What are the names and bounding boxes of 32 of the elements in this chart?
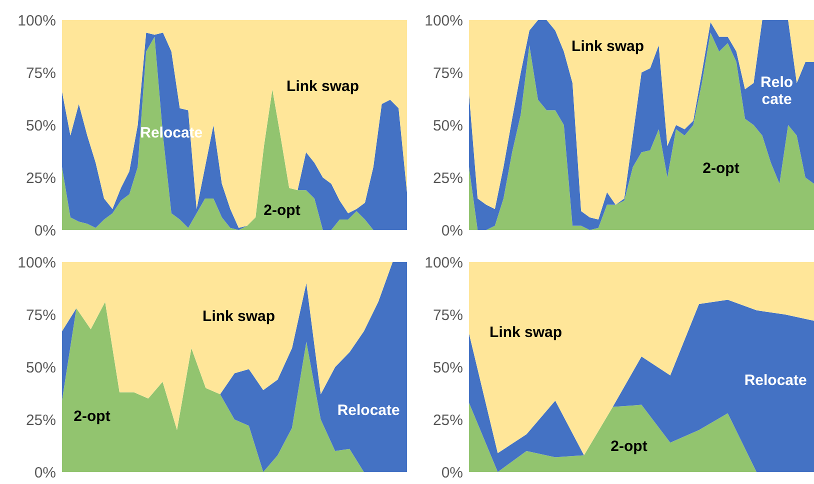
y-tick-label: 50% [26,359,56,376]
series-label: Link swap [202,308,276,325]
y-tick-label: 25% [26,170,56,187]
y-tick-label: 0% [34,222,56,240]
y-tick-label: 0% [441,222,463,240]
y-tick-label: 50% [26,117,56,134]
series-label: Relocate [140,124,203,142]
y-tick-label: 100% [18,12,56,30]
series-label: Link swap [572,38,644,55]
y-tick-label: 75% [26,64,56,82]
y-tick-label: 75% [432,306,463,324]
y-tick-label: 50% [432,359,463,376]
y-tick-label: 100% [424,12,463,30]
series-label: Relocate [337,402,400,419]
series-label: Link swap [286,78,360,95]
y-tick-label: 0% [441,464,463,482]
y-tick-label: 75% [26,306,56,324]
y-tick-label: 50% [432,117,463,134]
y-tick-label: 100% [424,254,463,272]
y-tick-label: 25% [432,170,463,187]
series-label: Link swap [490,324,562,341]
series-label: 2-opt [702,160,740,177]
series-label: Relocate [744,372,807,389]
y-tick-label: 100% [18,254,56,272]
series-label: 2-opt [74,408,110,425]
series-label: 2-opt [264,202,300,219]
y-tick-label: 25% [26,412,56,429]
series-label: 2-opt [610,438,648,455]
y-tick-label: 25% [432,412,463,429]
y-tick-label: 75% [432,64,463,82]
y-tick-label: 0% [34,464,56,482]
series-label: Relocate [760,74,794,108]
